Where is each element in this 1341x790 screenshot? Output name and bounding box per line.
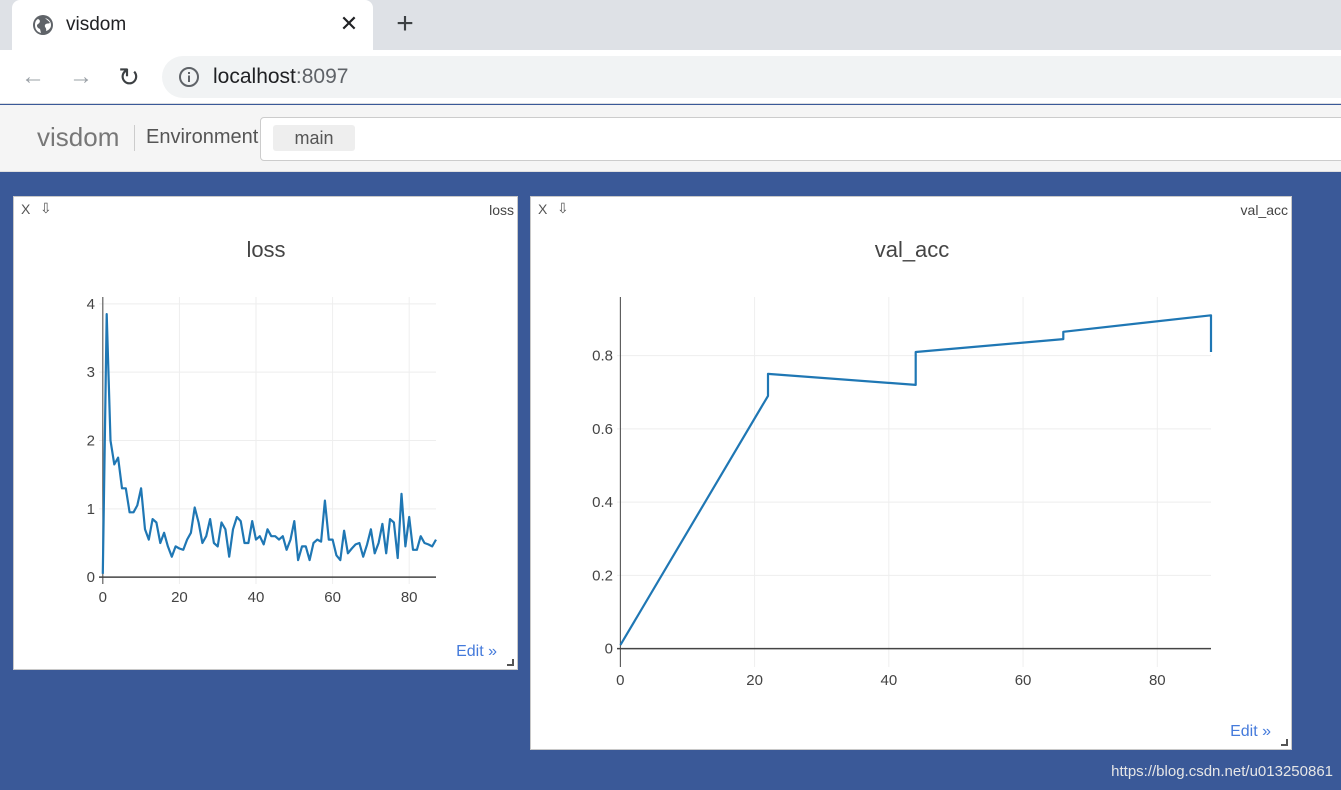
globe-icon: [33, 15, 53, 35]
loss-chart: loss 0 20 40 60 80 0 1 2 3 4: [87, 237, 437, 606]
edit-link[interactable]: Edit »: [1230, 723, 1271, 740]
navbar-divider: [134, 125, 135, 151]
url-port: :8097: [295, 65, 349, 88]
address-bar[interactable]: localhost:8097: [162, 56, 1341, 98]
loss-pane[interactable]: loss 0 20 40 60 80 0 1 2 3 4 X ⇩ loss Edit »: [13, 196, 518, 670]
pane-close-button[interactable]: X: [21, 201, 31, 217]
x-tick-label: 20: [746, 672, 763, 689]
y-tick-label: 2: [87, 433, 95, 450]
x-tick-label: 0: [616, 672, 624, 689]
resize-handle-icon[interactable]: [1281, 739, 1288, 746]
resize-handle-icon[interactable]: [507, 659, 514, 666]
pane-close-button[interactable]: X: [538, 201, 548, 217]
env-chip-main[interactable]: main: [273, 125, 355, 151]
browser-tab-strip: visdom ✕ +: [0, 0, 1341, 50]
tab-title: visdom: [66, 14, 127, 35]
y-tick-label: 0: [605, 641, 613, 658]
forward-arrow-icon[interactable]: →: [69, 63, 93, 90]
series-line: [619, 314, 1213, 646]
browser-toolbar: ← → ↻ localhost:8097: [0, 50, 1341, 104]
x-tick-label: 60: [324, 589, 341, 606]
x-tick-label: 40: [880, 672, 897, 689]
download-icon[interactable]: ⇩: [40, 200, 52, 216]
y-tick-label: 0.8: [592, 348, 613, 365]
chart-title: val_acc: [875, 237, 950, 262]
url-text: localhost:8097: [213, 65, 348, 89]
environment-select[interactable]: main: [260, 117, 1341, 161]
environment-label: Environment: [146, 126, 259, 148]
y-tick-label: 0.6: [592, 421, 613, 438]
url-host: localhost: [213, 65, 296, 88]
x-tick-label: 80: [401, 589, 418, 606]
y-tick-label: 3: [87, 364, 95, 381]
chart-title: loss: [246, 237, 285, 262]
y-tick-label: 0.4: [592, 494, 613, 511]
visdom-navbar: visdom Environment main: [0, 105, 1341, 172]
info-icon[interactable]: [178, 66, 200, 88]
tab-close-icon[interactable]: ✕: [339, 11, 359, 36]
x-tick-label: 20: [171, 589, 188, 606]
reload-icon[interactable]: ↻: [118, 62, 140, 92]
val-acc-pane[interactable]: val_acc 0 20 40 60 80 0 0.2 0.4 0.6 0.8 X ⇩ val_ac…: [530, 196, 1292, 750]
watermark: https://blog.csdn.net/u013250861: [1111, 763, 1333, 780]
edit-link[interactable]: Edit »: [456, 643, 497, 660]
download-icon[interactable]: ⇩: [557, 200, 569, 216]
series-line: [101, 312, 437, 574]
visdom-brand[interactable]: visdom: [37, 122, 120, 152]
browser-tab[interactable]: visdom ✕: [12, 0, 373, 50]
back-arrow-icon[interactable]: ←: [21, 63, 45, 90]
y-tick-label: 1: [87, 501, 95, 518]
pane-window-label: val_acc: [1240, 202, 1288, 218]
x-tick-label: 40: [248, 589, 265, 606]
x-tick-label: 60: [1015, 672, 1032, 689]
y-tick-label: 0: [87, 569, 95, 586]
y-tick-label: 4: [87, 296, 95, 313]
x-tick-label: 0: [99, 589, 107, 606]
pane-window-label: loss: [489, 202, 514, 218]
new-tab-plus-icon[interactable]: +: [396, 7, 414, 40]
val-acc-chart: val_acc 0 20 40 60 80 0 0.2 0.4 0.6 0.8: [592, 237, 1213, 689]
y-tick-label: 0.2: [592, 567, 613, 584]
x-tick-label: 80: [1149, 672, 1166, 689]
